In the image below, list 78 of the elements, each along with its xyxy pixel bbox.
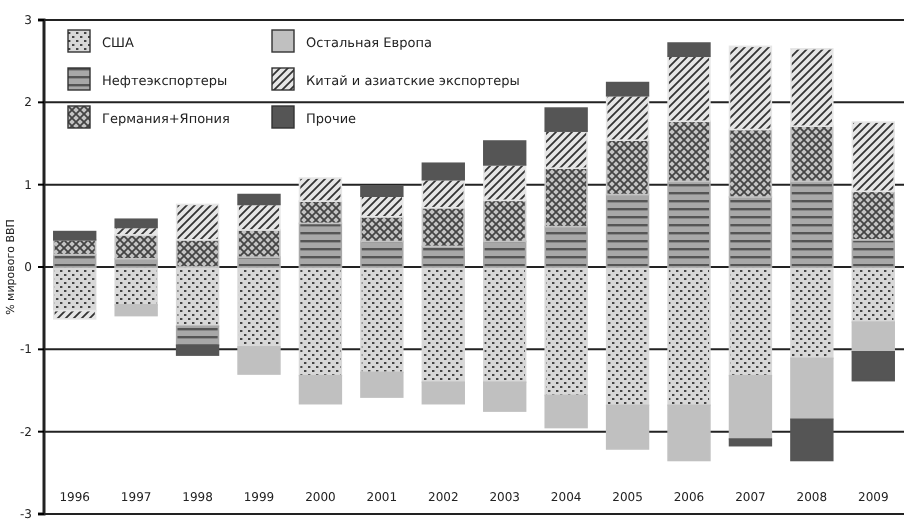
bar <box>298 177 343 202</box>
bar <box>421 266 465 384</box>
bar <box>298 374 343 405</box>
bar <box>728 374 773 440</box>
bar <box>851 351 895 382</box>
bar <box>114 266 158 306</box>
bar <box>728 266 773 377</box>
bar <box>114 234 158 260</box>
bar <box>360 195 404 218</box>
bar <box>605 139 650 196</box>
bar <box>360 371 404 398</box>
bar <box>483 140 527 166</box>
bar <box>360 215 404 243</box>
bar <box>544 130 588 169</box>
bar <box>667 120 711 183</box>
bar <box>175 239 220 268</box>
bar <box>237 346 281 375</box>
bar <box>728 438 773 447</box>
bar <box>728 196 773 268</box>
bar <box>851 266 895 323</box>
bar <box>605 404 650 450</box>
bar <box>483 199 527 243</box>
bar <box>360 185 404 197</box>
bar <box>237 229 281 258</box>
bar <box>298 222 343 268</box>
bar <box>667 404 711 462</box>
bar <box>237 203 281 231</box>
bar <box>53 253 97 268</box>
bar <box>360 266 404 374</box>
bar <box>114 226 158 236</box>
bar <box>544 394 588 429</box>
bar <box>53 266 97 312</box>
bar <box>360 240 404 268</box>
bar <box>851 190 895 241</box>
bar <box>728 128 773 198</box>
bar <box>298 266 343 377</box>
bar <box>53 309 97 320</box>
bar <box>421 381 465 405</box>
bar <box>544 225 588 268</box>
bar <box>483 266 527 384</box>
bar <box>483 381 527 412</box>
bar <box>53 230 97 241</box>
bar <box>851 121 895 193</box>
bar <box>544 107 588 132</box>
bar <box>237 266 281 348</box>
bar <box>298 200 343 225</box>
bar <box>790 357 834 421</box>
bar <box>605 81 650 97</box>
bar <box>175 344 220 356</box>
bar <box>421 162 465 181</box>
bar <box>667 266 711 407</box>
bar <box>667 42 711 58</box>
bar <box>483 240 527 268</box>
bar <box>544 266 588 397</box>
bar <box>605 193 650 268</box>
bar <box>175 266 220 328</box>
bar <box>790 418 834 462</box>
bar <box>790 180 834 268</box>
bar <box>421 245 465 268</box>
bar <box>175 325 220 347</box>
bar <box>421 206 465 248</box>
bar <box>605 94 650 142</box>
bar <box>605 266 650 407</box>
bar <box>851 321 895 353</box>
bar <box>790 125 834 183</box>
bar <box>421 178 465 209</box>
bar <box>483 164 527 202</box>
bar <box>237 193 281 206</box>
bar <box>114 218 158 229</box>
bar <box>114 304 158 317</box>
bar <box>851 239 895 268</box>
bar <box>667 55 711 123</box>
bar <box>667 180 711 268</box>
bar <box>544 167 588 228</box>
bar <box>790 266 834 360</box>
bar <box>728 45 773 131</box>
bar <box>790 48 834 128</box>
bar <box>175 203 220 241</box>
